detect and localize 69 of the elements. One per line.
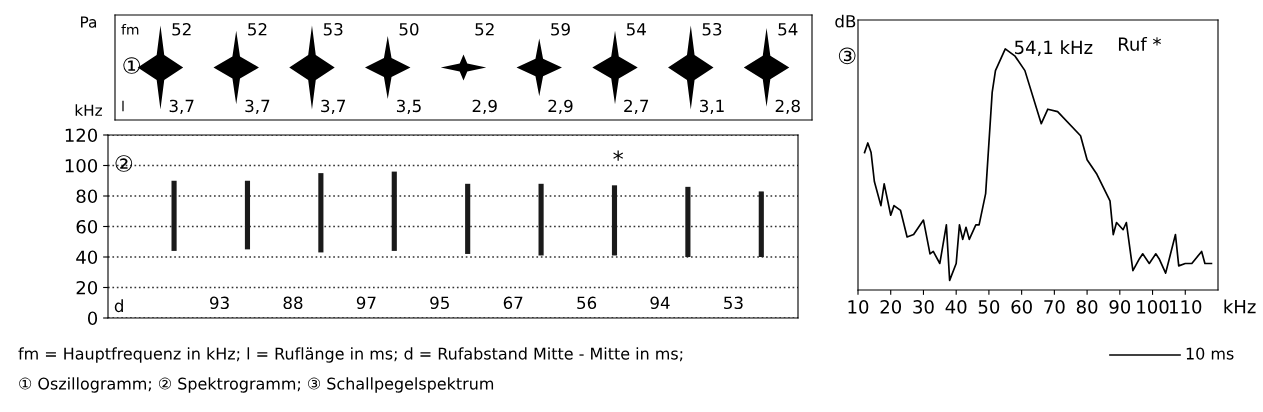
y-tick-label: 40 [76, 250, 98, 265]
x-tick-label: 80 [1076, 300, 1098, 314]
y-tick-label: 80 [76, 189, 98, 204]
annotation: 67 [503, 296, 523, 310]
bar [758, 191, 764, 257]
bar [244, 180, 251, 250]
text: 3,5 [396, 99, 421, 114]
annotation: 93 [210, 296, 229, 310]
annotation: ② [115, 155, 133, 172]
x-tick-label: 100 [1137, 300, 1169, 314]
y-tick-label: 20 [76, 280, 98, 295]
text: 2,7 [624, 99, 649, 114]
text: 3,7 [321, 99, 346, 114]
x-tick-label: 40 [945, 300, 967, 314]
x-tick-label: 20 [880, 300, 902, 314]
y-tick-label: 120 [65, 128, 98, 143]
x-tick-label: 90 [1109, 300, 1131, 314]
text: kHz [75, 104, 102, 116]
x-tick-label: 110 [1170, 300, 1202, 314]
text: 52 [172, 22, 191, 36]
y-tick-label: 0 [87, 311, 98, 326]
annotation: 88 [283, 296, 303, 310]
text: ③ [838, 47, 856, 65]
text: 3,1 [700, 99, 724, 114]
text: 53 [702, 22, 722, 36]
text: fm = Hauptfrequenz in kHz; l = Ruflänge in ms; d = Rufabstand Mitte - Mitte in ms; [18, 347, 683, 363]
text: fm [121, 24, 139, 35]
text: 52 [475, 22, 494, 36]
text: ① [123, 57, 140, 74]
text: 53 [323, 22, 343, 36]
bar [171, 180, 177, 251]
annotation: Ruf * [1118, 36, 1161, 51]
y-tick-label: 60 [76, 219, 98, 234]
bar [685, 186, 691, 257]
x-tick-label: 50 [978, 300, 1000, 314]
y-tick-label: 100 [65, 158, 98, 173]
text: 2,9 [548, 99, 573, 114]
annotation: 97 [356, 296, 376, 310]
annotation: 94 [650, 296, 670, 310]
annotation: 56 [577, 296, 597, 310]
x-tick-label: 10 [848, 300, 869, 314]
x-tick-label: 30 [913, 300, 934, 314]
bar [465, 183, 471, 254]
text: 52 [248, 22, 267, 36]
annotation: * [613, 150, 624, 161]
text: 2,9 [472, 99, 497, 114]
text: 59 [551, 22, 570, 36]
y-axis-title: dB [835, 14, 856, 28]
text: 10 ms [1186, 347, 1234, 360]
text: l [122, 100, 124, 112]
bar [611, 185, 618, 256]
x-tick-label: 60 [1011, 300, 1032, 314]
annotation: 54,1 kHz [1015, 40, 1093, 57]
text: 54 [778, 23, 798, 36]
text: ① Oszillogramm; ② Spektrogramm; ③ Schallpegelspektrum [19, 377, 494, 393]
text: Pa [81, 16, 97, 28]
text: 54 [626, 23, 646, 36]
annotation: 53 [724, 296, 743, 310]
text: 50 [399, 22, 419, 36]
bar [318, 173, 324, 253]
text: 3,7 [169, 99, 194, 114]
text: 2,8 [775, 99, 800, 114]
x-axis-title: kHz [1224, 299, 1256, 314]
x-tick-label: 70 [1044, 300, 1065, 314]
bar [538, 183, 544, 256]
text: 3,7 [245, 99, 270, 114]
bar [391, 171, 397, 251]
annotation: 95 [430, 296, 449, 310]
annotation: d [114, 299, 123, 313]
